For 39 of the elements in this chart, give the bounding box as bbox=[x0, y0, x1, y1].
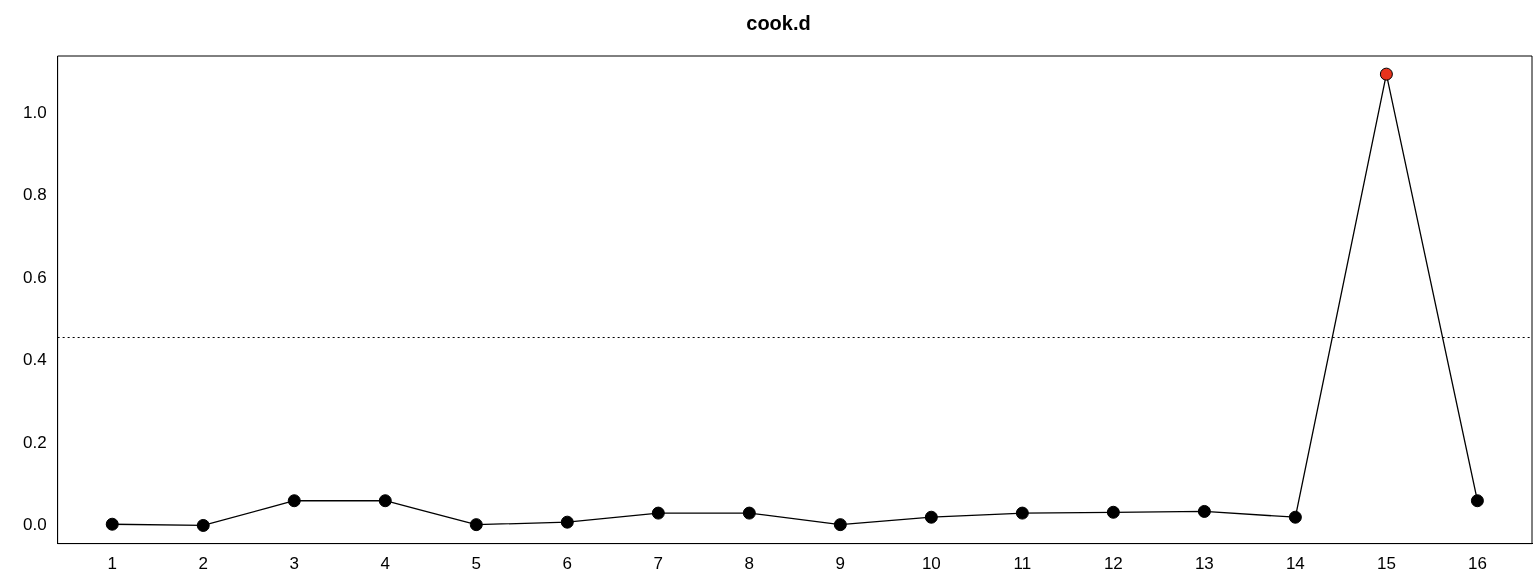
x-tick-label: 15 bbox=[1376, 554, 1396, 574]
point bbox=[105, 517, 119, 531]
x-tick-label: 3 bbox=[289, 554, 299, 574]
point bbox=[1015, 506, 1029, 520]
point bbox=[651, 506, 665, 520]
point bbox=[378, 494, 392, 508]
x-tick-label: 16 bbox=[1467, 554, 1487, 574]
x-tick-label: 11 bbox=[1013, 554, 1032, 574]
point bbox=[1288, 510, 1302, 524]
chart-title: cook.d bbox=[746, 11, 811, 34]
y-tick-label: 0.2 bbox=[22, 432, 47, 452]
x-tick-label: 12 bbox=[1103, 554, 1123, 574]
x-tick-label: 5 bbox=[471, 554, 482, 574]
y-tick-label: 0.6 bbox=[22, 267, 47, 287]
y-tick-label: 0.4 bbox=[22, 350, 47, 370]
point bbox=[924, 510, 938, 524]
x-tick-label: 1 bbox=[107, 554, 117, 574]
y-tick-label: 0.8 bbox=[22, 185, 47, 205]
x-tick-label: 13 bbox=[1194, 554, 1214, 574]
point bbox=[1106, 505, 1120, 519]
x-tick-label: 14 bbox=[1285, 554, 1305, 574]
point bbox=[196, 518, 210, 532]
x-tick-label: 8 bbox=[744, 554, 755, 574]
point bbox=[1379, 67, 1393, 81]
point bbox=[1197, 504, 1211, 518]
x-tick-label: 6 bbox=[562, 554, 573, 574]
x-tick-label: 9 bbox=[835, 554, 846, 574]
point bbox=[742, 506, 756, 520]
y-tick-label: 1.0 bbox=[22, 102, 47, 122]
point bbox=[833, 518, 847, 532]
x-tick-label: 7 bbox=[653, 554, 664, 574]
point bbox=[560, 515, 574, 529]
x-tick-label: 2 bbox=[198, 554, 208, 574]
x-tick-label: 10 bbox=[921, 554, 941, 574]
point bbox=[469, 518, 483, 532]
y-tick-label: 0.0 bbox=[22, 515, 47, 535]
x-tick-label: 4 bbox=[380, 554, 390, 574]
point bbox=[287, 494, 301, 508]
point bbox=[1470, 494, 1484, 508]
